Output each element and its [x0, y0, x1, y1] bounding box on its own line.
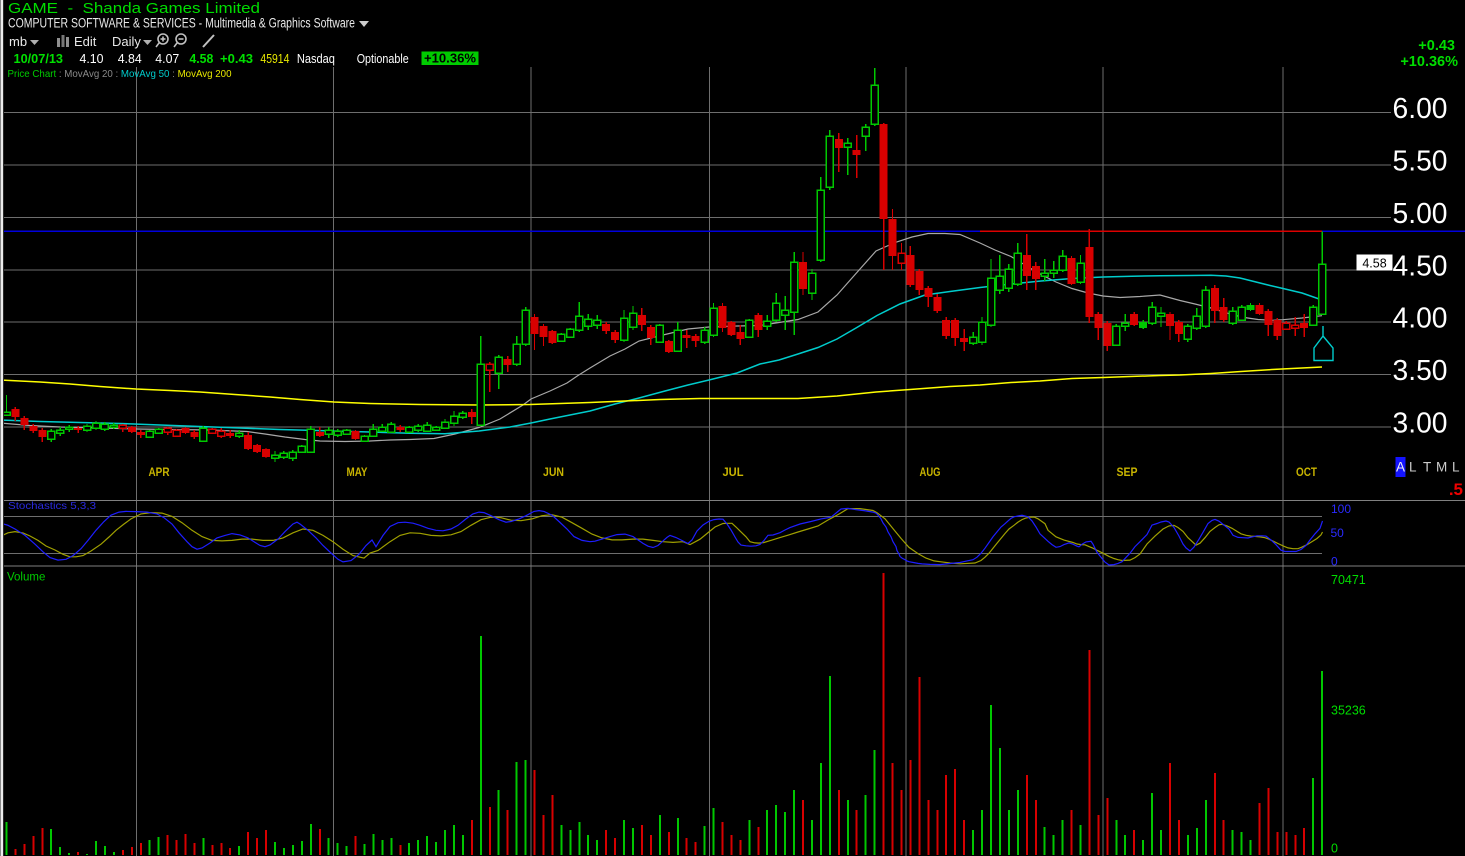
svg-text:0: 0 — [1331, 842, 1338, 856]
svg-text:4.00: 4.00 — [1393, 303, 1448, 335]
svg-text:4.50: 4.50 — [1393, 250, 1448, 282]
svg-text:5.00: 5.00 — [1393, 198, 1448, 230]
svg-text:mb: mb — [9, 34, 27, 49]
svg-text:50: 50 — [1331, 526, 1345, 540]
svg-text:4.58: 4.58 — [189, 51, 213, 66]
svg-text:JUL: JUL — [723, 467, 744, 479]
svg-text:3.50: 3.50 — [1393, 355, 1448, 387]
svg-text:+10.36%: +10.36% — [1400, 54, 1458, 70]
svg-text:Stochastics 5,3,3: Stochastics 5,3,3 — [8, 500, 96, 512]
svg-text:100: 100 — [1331, 502, 1351, 516]
svg-text:MAY: MAY — [347, 467, 368, 479]
svg-text:Edit: Edit — [74, 34, 97, 49]
svg-text:4.84: 4.84 — [118, 51, 142, 66]
svg-text:Nasdaq: Nasdaq — [297, 51, 335, 66]
svg-text:AUG: AUG — [920, 467, 941, 479]
svg-text:T: T — [1423, 460, 1431, 475]
svg-text:Optionable: Optionable — [357, 51, 409, 66]
svg-text:Daily: Daily — [112, 34, 141, 49]
svg-text:+0.43: +0.43 — [1418, 38, 1455, 54]
svg-text:L: L — [1452, 460, 1460, 475]
svg-text:6.00: 6.00 — [1393, 93, 1448, 125]
svg-text:COMPUTER SOFTWARE & SERVICES -: COMPUTER SOFTWARE & SERVICES - Multimedi… — [8, 16, 355, 31]
svg-text:35236: 35236 — [1331, 704, 1366, 718]
svg-text:45914: 45914 — [260, 51, 289, 66]
svg-text:4.07: 4.07 — [155, 51, 179, 66]
svg-text:10/07/13: 10/07/13 — [14, 51, 64, 66]
svg-text:4.58: 4.58 — [1362, 257, 1386, 271]
svg-text:.5: .5 — [1449, 480, 1463, 499]
svg-text:M: M — [1436, 460, 1447, 475]
svg-text:3.00: 3.00 — [1393, 408, 1448, 440]
svg-text:Price Chart : MovAvg 20 : MovA: Price Chart : MovAvg 20 : MovAvg 50 : Mo… — [8, 68, 232, 80]
svg-text:5.50: 5.50 — [1393, 146, 1448, 178]
svg-text:JUN: JUN — [543, 467, 564, 479]
svg-text:4.10: 4.10 — [80, 51, 104, 66]
svg-text:SEP: SEP — [1117, 467, 1138, 479]
svg-text:A: A — [1396, 460, 1405, 475]
svg-text:+10.36%: +10.36% — [424, 52, 476, 66]
svg-text:L: L — [1409, 460, 1417, 475]
svg-text:OCT: OCT — [1296, 467, 1317, 479]
svg-text:+0.43: +0.43 — [220, 51, 253, 66]
svg-text:70471: 70471 — [1331, 573, 1366, 587]
svg-text:0: 0 — [1331, 555, 1338, 569]
svg-text:Volume: Volume — [7, 572, 45, 584]
svg-text:APR: APR — [149, 467, 171, 479]
svg-text:GAME - Shanda Games Limited: GAME - Shanda Games Limited — [8, 0, 260, 17]
